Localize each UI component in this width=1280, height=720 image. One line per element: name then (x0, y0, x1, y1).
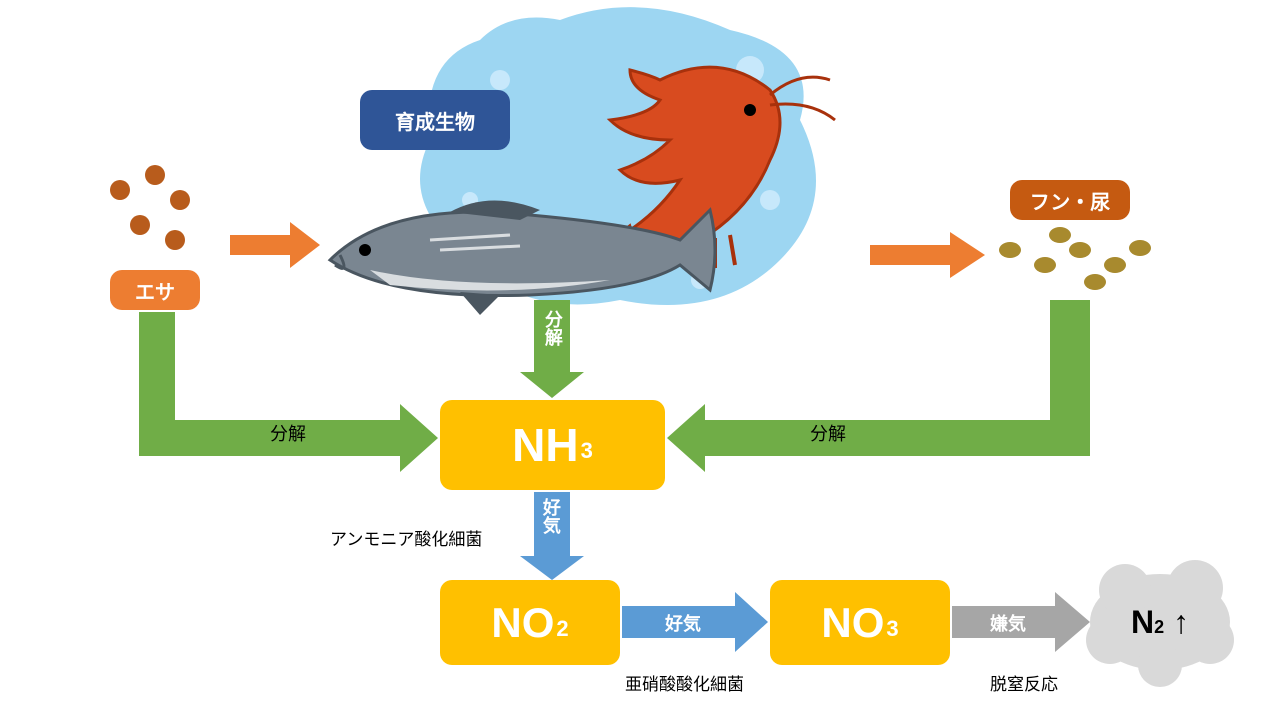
feed-dots (110, 165, 190, 250)
label-kouki2: 好気 (665, 610, 701, 636)
label-kouki1: 好気 (538, 498, 562, 539)
no3-sub: 3 (886, 616, 898, 642)
orange-arrow-2 (870, 232, 985, 278)
nh3-sub: 3 (581, 438, 593, 464)
label-bunkai-down: 分解 (540, 310, 564, 351)
n2-label: N (1131, 604, 1154, 641)
green-arrow-left (135, 312, 438, 472)
node-n2: N2 ↑ (1115, 598, 1205, 646)
node-no2: NO2 (440, 580, 620, 665)
n2-sub: 2 (1154, 617, 1164, 638)
caption-denitr: 脱窒反応 (990, 670, 1058, 695)
node-ikusei: 育成生物 (360, 90, 510, 150)
n2-suffix: ↑ (1173, 604, 1189, 641)
node-no3: NO3 (770, 580, 950, 665)
shrimp-illustration (605, 67, 835, 275)
no3-label: NO (821, 599, 884, 647)
node-esa: エサ (110, 270, 200, 310)
illustration-layer (0, 0, 1280, 720)
node-ikusei-label: 育成生物 (395, 106, 475, 135)
node-nh3: NH3 (440, 400, 665, 490)
label-kenki: 嫌気 (990, 610, 1026, 636)
green-arrow-right (667, 300, 1090, 472)
node-fun-label: フン・尿 (1030, 186, 1110, 215)
no2-sub: 2 (556, 616, 568, 642)
caption-ammonia: アンモニア酸化細菌 (330, 525, 482, 550)
waste-dots (999, 227, 1151, 290)
node-fun: フン・尿 (1010, 180, 1130, 220)
label-bunkai-left: 分解 (270, 420, 306, 446)
no2-label: NO (491, 599, 554, 647)
caption-nitrite: 亜硝酸酸化細菌 (625, 670, 744, 695)
label-bunkai-right: 分解 (810, 420, 846, 446)
orange-arrow-1 (230, 222, 320, 268)
water-blob (420, 7, 816, 305)
node-esa-label: エサ (135, 276, 175, 305)
nh3-label: NH (512, 418, 578, 472)
fish-illustration (330, 200, 715, 315)
